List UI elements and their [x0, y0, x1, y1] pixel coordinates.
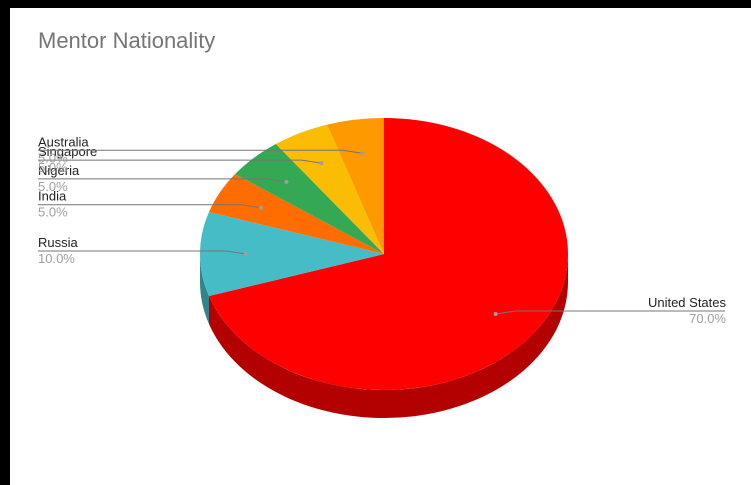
leader-line-australia [38, 149, 363, 154]
label-australia: Australia [38, 134, 89, 149]
leader-dot-singapore [319, 161, 324, 166]
pct-label-australia: 5.0% [38, 150, 68, 165]
pct-label-india: 5.0% [38, 205, 68, 220]
leader-dot-nigeria [284, 179, 289, 184]
pie-side-russia [200, 254, 210, 325]
pie-chart: United States70.0%Russia10.0%India5.0%Ni… [38, 118, 727, 418]
pie-slice-russia[interactable] [200, 211, 384, 297]
leader-line-nigeria [38, 178, 287, 183]
chart-frame: Mentor Nationality United States 70.0% Rus… [10, 8, 751, 485]
pct-label-nigeria: 5.0% [38, 179, 68, 194]
label-singapore: Singapore [38, 144, 97, 159]
label-nigeria: Nigeria [38, 163, 80, 178]
pct-label-russia: 10.0% [38, 251, 75, 266]
label-russia: Russia [38, 235, 79, 250]
pie-slice-nigeria[interactable] [235, 143, 384, 254]
leader-line-russia [38, 250, 247, 255]
leader-dot-australia [360, 151, 365, 156]
pie-slice-australia[interactable] [327, 118, 384, 254]
pct-label-singapore: 5.0% [38, 160, 68, 175]
leader-dot-india [259, 205, 264, 210]
chart-title: Mentor Nationality [38, 28, 216, 53]
leader-line-india [38, 204, 262, 209]
leader-dot-united-states [493, 311, 498, 316]
leader-line-singapore [38, 159, 322, 164]
label-united-states: United States [648, 295, 727, 310]
pie-slice-india[interactable] [209, 174, 384, 254]
pie-slice-singapore[interactable] [275, 124, 384, 254]
leader-dot-russia [244, 252, 248, 256]
pct-label-united-states: 70.0% [689, 311, 726, 326]
leader-line-united-states [495, 310, 725, 315]
pie-side-united-states [209, 254, 568, 418]
label-india: India [38, 189, 67, 204]
pie-slice-united-states[interactable] [209, 118, 568, 391]
